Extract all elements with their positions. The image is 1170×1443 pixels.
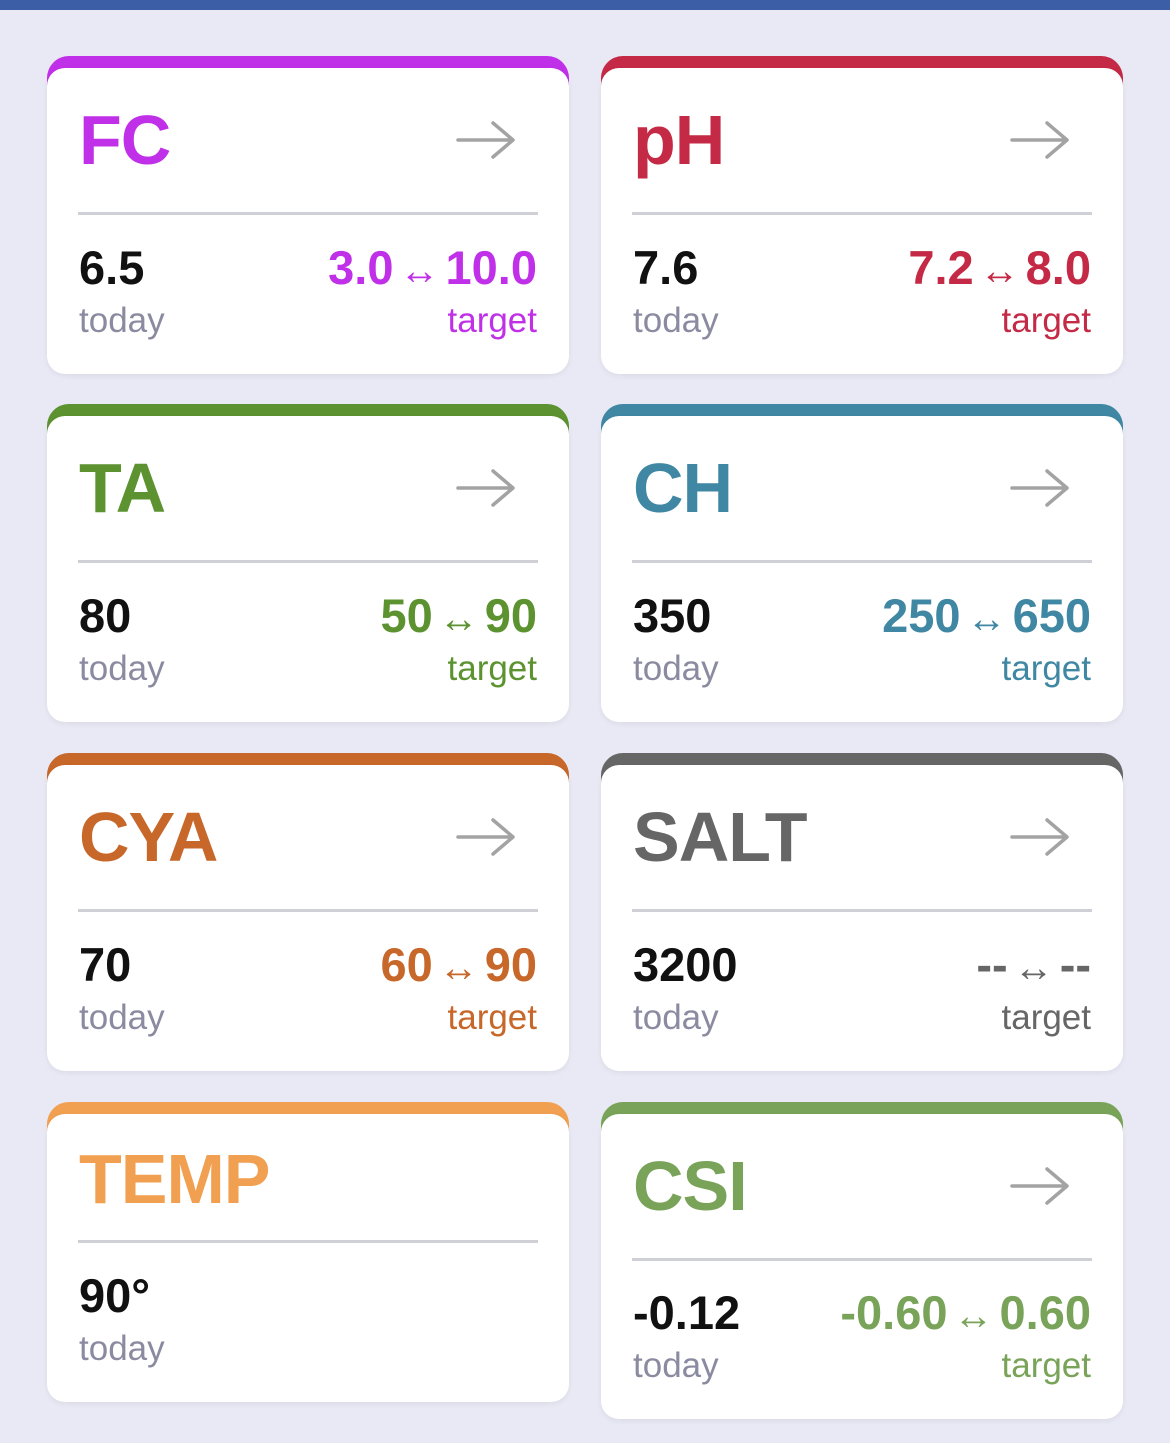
today-label: today	[79, 1329, 165, 1368]
target-max: 0.60	[999, 1286, 1091, 1339]
today-value: -0.12	[633, 1286, 741, 1339]
target-range: 60 ↔ 90	[380, 938, 537, 995]
fc-card[interactable]: FC 6.5 today 3.0 ↔ 10.0 target	[47, 56, 569, 374]
card-title: pH	[633, 101, 725, 179]
target-label: target	[1001, 301, 1092, 340]
divider	[632, 560, 1092, 563]
divider	[78, 1240, 538, 1243]
today-label: today	[633, 1346, 719, 1385]
today-value: 7.6	[633, 241, 699, 294]
today-label: today	[79, 998, 165, 1037]
divider	[632, 212, 1092, 215]
salt-card[interactable]: SALT 3200 today -- ↔ -- target	[601, 753, 1123, 1071]
target-min: 50	[380, 589, 433, 642]
target-label: target	[1001, 649, 1092, 688]
right-arrow-icon[interactable]	[1009, 815, 1071, 859]
card-title: SALT	[633, 798, 808, 876]
target-range: 50 ↔ 90	[380, 589, 537, 646]
today-value: 90°	[79, 1269, 151, 1322]
target-range: 250 ↔ 650	[882, 589, 1091, 646]
target-max: 90	[484, 589, 537, 642]
today-value: 3200	[633, 938, 738, 991]
today-label: today	[79, 649, 165, 688]
header-bar	[0, 0, 1170, 10]
target-max: 650	[1012, 589, 1091, 642]
today-label: today	[633, 301, 719, 340]
target-max: 90	[484, 938, 537, 991]
divider	[632, 909, 1092, 912]
cya-card[interactable]: CYA 70 today 60 ↔ 90 target	[47, 753, 569, 1071]
target-label: target	[447, 998, 538, 1037]
left-right-arrow-icon: ↔	[1013, 946, 1054, 990]
right-arrow-icon[interactable]	[1009, 118, 1071, 162]
divider	[78, 212, 538, 215]
right-arrow-icon[interactable]	[1009, 466, 1071, 510]
today-value: 80	[79, 589, 132, 642]
right-arrow-icon[interactable]	[455, 815, 517, 859]
target-range: -0.60 ↔ 0.60	[840, 1286, 1091, 1343]
right-arrow-icon[interactable]	[455, 466, 517, 510]
card-title: FC	[79, 101, 171, 179]
left-right-arrow-icon: ↔	[438, 946, 479, 990]
ta-card[interactable]: TA 80 today 50 ↔ 90 target	[47, 404, 569, 722]
right-arrow-icon[interactable]	[455, 118, 517, 162]
divider	[78, 560, 538, 563]
target-max: 8.0	[1025, 241, 1091, 294]
target-max: 10.0	[445, 241, 537, 294]
card-title: TA	[79, 449, 166, 527]
temp-card: TEMP 90° today	[47, 1102, 569, 1402]
today-label: today	[633, 998, 719, 1037]
target-min: 250	[882, 589, 961, 642]
divider	[78, 909, 538, 912]
left-right-arrow-icon: ↔	[966, 597, 1007, 641]
ph-card[interactable]: pH 7.6 today 7.2 ↔ 8.0 target	[601, 56, 1123, 374]
today-label: today	[633, 649, 719, 688]
left-right-arrow-icon: ↔	[953, 1294, 994, 1338]
card-title: CH	[633, 449, 733, 527]
right-arrow-icon[interactable]	[1009, 1164, 1071, 1208]
target-label: target	[447, 301, 538, 340]
card-title: TEMP	[79, 1140, 270, 1218]
target-min: 3.0	[328, 241, 394, 294]
today-value: 350	[633, 589, 712, 642]
target-min: --	[976, 938, 1008, 991]
csi-card[interactable]: CSI -0.12 today -0.60 ↔ 0.60 target	[601, 1102, 1123, 1419]
left-right-arrow-icon: ↔	[438, 597, 479, 641]
target-label: target	[447, 649, 538, 688]
ch-card[interactable]: CH 350 today 250 ↔ 650 target	[601, 404, 1123, 722]
today-value: 6.5	[79, 241, 145, 294]
divider	[632, 1258, 1092, 1261]
target-min: 60	[380, 938, 433, 991]
left-right-arrow-icon: ↔	[399, 249, 440, 293]
target-min: -0.60	[840, 1286, 948, 1339]
card-title: CYA	[79, 798, 218, 876]
left-right-arrow-icon: ↔	[979, 249, 1020, 293]
target-min: 7.2	[908, 241, 974, 294]
today-label: today	[79, 301, 165, 340]
target-label: target	[1001, 1346, 1092, 1385]
today-value: 70	[79, 938, 132, 991]
target-label: target	[1001, 998, 1092, 1037]
card-title: CSI	[633, 1147, 748, 1225]
target-range: 3.0 ↔ 10.0	[328, 241, 537, 298]
target-range: 7.2 ↔ 8.0	[908, 241, 1091, 298]
target-range: -- ↔ --	[976, 938, 1091, 995]
target-max: --	[1059, 938, 1091, 991]
